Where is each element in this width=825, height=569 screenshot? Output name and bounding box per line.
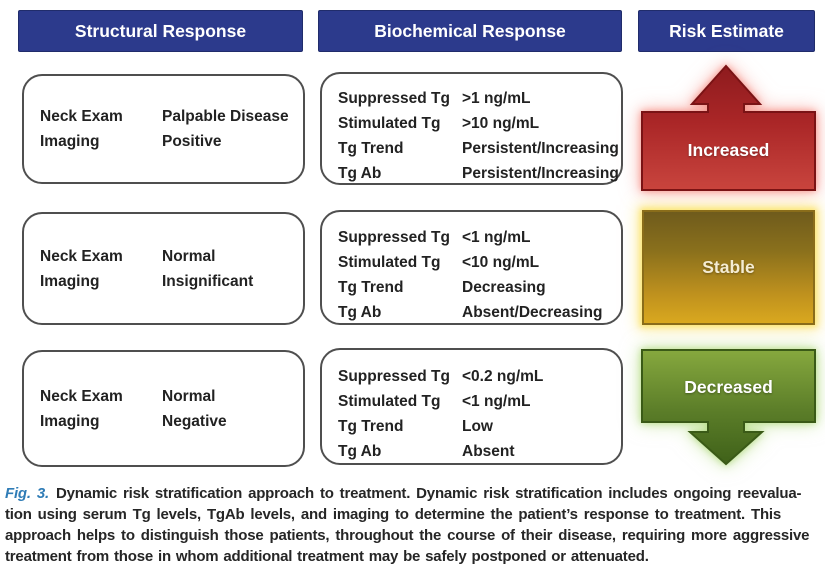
biochemical-row: Stimulated Tg <10 ng/mL xyxy=(338,250,611,275)
biochemical-row: Tg Ab Absent xyxy=(338,439,611,464)
structural-row: Neck Exam Normal xyxy=(40,244,293,269)
structural-label: Imaging xyxy=(40,133,100,150)
risk-decreased-label: Decreased xyxy=(684,376,773,397)
header-structural-label: Structural Response xyxy=(74,20,247,41)
biochemical-label: Stimulated Tg xyxy=(338,254,441,271)
figure-caption: Fig. 3. Dynamic risk stratification appro… xyxy=(5,483,825,569)
biochemical-label: Stimulated Tg xyxy=(338,115,441,132)
caption-text: Dynamic risk stratification approach to … xyxy=(55,485,802,502)
biochemical-value: Low xyxy=(462,418,493,435)
caption-line: tion using serum Tg levels, TgAb levels,… xyxy=(5,506,782,523)
structural-row: Imaging Insignificant xyxy=(40,269,293,294)
biochemical-box-row2: Suppressed Tg <1 ng/mL Stimulated Tg <10… xyxy=(320,210,623,325)
header-biochemical-label: Biochemical Response xyxy=(374,20,566,41)
biochemical-row: Tg Trend Low xyxy=(338,414,611,439)
caption-line: treatment from those in whom additional … xyxy=(5,548,649,565)
biochemical-label: Suppressed Tg xyxy=(338,90,450,107)
arrow-up-icon xyxy=(641,64,816,191)
biochemical-value: Absent/Decreasing xyxy=(462,304,603,321)
structural-value: Insignificant xyxy=(162,272,254,290)
structural-box-row3: Neck Exam Normal Imaging Negative xyxy=(22,350,305,467)
risk-stable-box: Stable xyxy=(642,210,815,325)
biochemical-label: Tg Ab xyxy=(338,165,382,182)
biochemical-label: Tg Trend xyxy=(338,418,404,435)
biochemical-value: >10 ng/mL xyxy=(462,115,540,132)
header-structural-response: Structural Response xyxy=(18,10,303,52)
biochemical-label: Suppressed Tg xyxy=(338,368,450,385)
structural-box-row2: Neck Exam Normal Imaging Insignificant xyxy=(22,212,305,325)
biochemical-box-row3: Suppressed Tg <0.2 ng/mL Stimulated Tg <… xyxy=(320,348,623,465)
structural-row: Imaging Positive xyxy=(40,129,293,154)
arrow-down-icon xyxy=(641,349,816,466)
header-biochemical-response: Biochemical Response xyxy=(318,10,622,52)
figure-number: Fig. 3. xyxy=(5,485,49,502)
structural-value: Normal xyxy=(162,247,216,265)
biochemical-row: Tg Ab Absent/Decreasing xyxy=(338,300,611,325)
biochemical-label: Tg Trend xyxy=(338,140,404,157)
biochemical-label: Stimulated Tg xyxy=(338,393,441,410)
risk-increased-label: Increased xyxy=(687,139,770,160)
biochemical-row: Stimulated Tg <1 ng/mL xyxy=(338,389,611,414)
biochemical-value: >1 ng/mL xyxy=(462,90,531,107)
biochemical-value: Persistent/Increasing xyxy=(462,140,619,157)
caption-line: Fig. 3. Dynamic risk stratification appro… xyxy=(5,483,825,504)
biochemical-row: Stimulated Tg >10 ng/mL xyxy=(338,111,611,136)
structural-value: Normal xyxy=(162,387,216,405)
biochemical-label: Tg Trend xyxy=(338,279,404,296)
biochemical-value: <1 ng/mL xyxy=(462,229,531,246)
biochemical-label: Tg Ab xyxy=(338,443,382,460)
structural-label: Imaging xyxy=(40,272,100,290)
biochemical-row: Tg Trend Decreasing xyxy=(338,275,611,300)
biochemical-value: Absent xyxy=(462,443,515,460)
biochemical-value: <1 ng/mL xyxy=(462,393,531,410)
biochemical-value: Persistent/Increasing xyxy=(462,165,619,182)
structural-box-row1: Neck Exam Palpable Disease Imaging Posit… xyxy=(22,74,305,184)
biochemical-value: <10 ng/mL xyxy=(462,254,540,271)
biochemical-row: Suppressed Tg >1 ng/mL xyxy=(338,86,611,111)
structural-value: Palpable Disease xyxy=(162,108,289,125)
biochemical-row: Suppressed Tg <1 ng/mL xyxy=(338,225,611,250)
structural-value: Positive xyxy=(162,133,222,150)
structural-row: Imaging Negative xyxy=(40,409,293,434)
structural-label: Neck Exam xyxy=(40,387,123,405)
biochemical-row: Tg Ab Persistent/Increasing xyxy=(338,161,619,186)
biochemical-row: Suppressed Tg <0.2 ng/mL xyxy=(338,364,611,389)
header-risk-label: Risk Estimate xyxy=(669,20,784,41)
structural-label: Imaging xyxy=(40,412,100,430)
structural-row: Neck Exam Normal xyxy=(40,384,293,409)
biochemical-value: Decreasing xyxy=(462,279,546,296)
biochemical-box-row1: Suppressed Tg >1 ng/mL Stimulated Tg >10… xyxy=(320,72,623,185)
biochemical-row: Tg Trend Persistent/Increasing xyxy=(338,136,619,161)
caption-line: approach helps to distinguish those pati… xyxy=(5,527,810,544)
header-risk-estimate: Risk Estimate xyxy=(638,10,815,52)
risk-stable-label: Stable xyxy=(702,257,755,277)
structural-value: Negative xyxy=(162,412,227,430)
biochemical-value: <0.2 ng/mL xyxy=(462,368,544,385)
structural-row: Neck Exam Palpable Disease xyxy=(40,104,293,129)
biochemical-label: Tg Ab xyxy=(338,304,382,321)
structural-label: Neck Exam xyxy=(40,247,123,265)
structural-label: Neck Exam xyxy=(40,108,123,125)
biochemical-label: Suppressed Tg xyxy=(338,229,450,246)
